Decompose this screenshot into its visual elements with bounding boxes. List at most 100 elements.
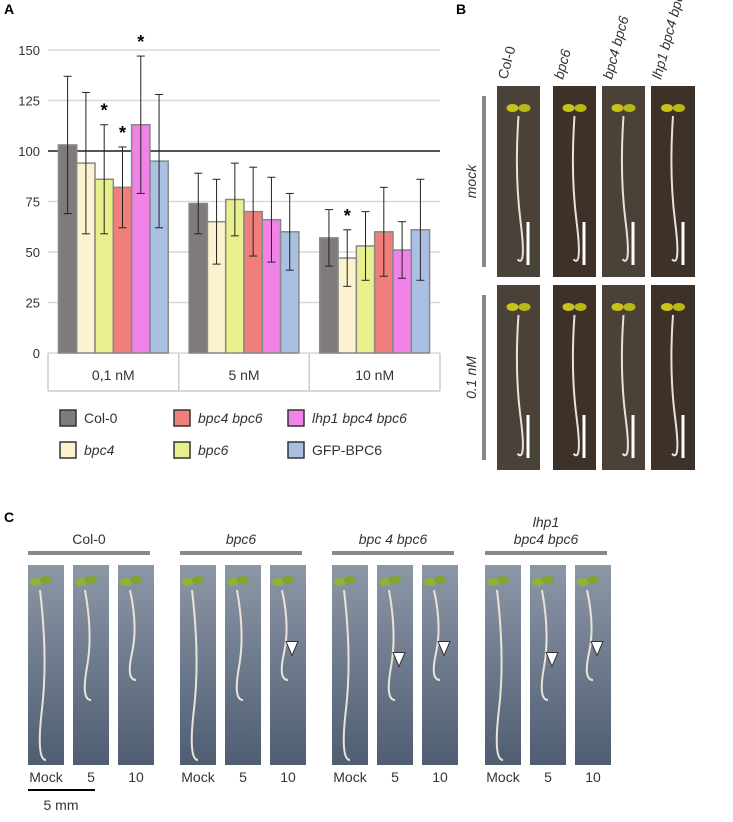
cotyledon: [434, 576, 446, 584]
cotyledon: [623, 303, 636, 311]
root: [432, 589, 441, 681]
y-tick-label: 100: [18, 144, 40, 159]
cotyledon: [532, 578, 544, 586]
group-label: bpc 4 bpc6: [359, 531, 428, 547]
error-bar: [81, 91, 90, 235]
cotyledon: [562, 104, 575, 112]
cotyledon: [497, 576, 509, 584]
error-bar: [136, 55, 145, 194]
arrowhead: [392, 652, 406, 668]
photo: [575, 565, 611, 765]
photo: [73, 565, 109, 765]
cotyledon: [130, 576, 142, 584]
condition-label: 5: [391, 769, 399, 785]
error-bar: [230, 162, 239, 237]
photo: [377, 565, 413, 765]
root: [235, 589, 244, 701]
panel-label: A: [4, 1, 14, 17]
legend-label: bpc4 bpc6: [198, 410, 263, 426]
group-label: bpc6: [226, 531, 257, 547]
x-tick-label: 0,1 nM: [92, 367, 135, 383]
x-tick-label: 5 nM: [228, 367, 259, 383]
root: [83, 589, 92, 701]
error-bar: [398, 221, 407, 279]
cotyledon: [227, 578, 239, 586]
y-tick-label: 75: [26, 195, 40, 210]
photo: [553, 285, 596, 470]
cotyledon: [577, 578, 589, 586]
photo: [497, 86, 540, 277]
condition-label: Mock: [486, 769, 520, 785]
error-bar: [324, 209, 333, 267]
y-tick-label: 50: [26, 245, 40, 260]
cotyledon: [542, 576, 554, 584]
legend-label: bpc4: [84, 442, 115, 458]
legend-swatch: [59, 441, 77, 459]
root: [670, 115, 679, 262]
legend-label: Col-0: [84, 410, 118, 426]
cotyledon: [282, 576, 294, 584]
photo: [602, 86, 645, 277]
significance-mark: *: [101, 101, 108, 121]
error-bar: [194, 172, 203, 235]
y-tick-label: 125: [18, 94, 40, 109]
cotyledon: [611, 303, 624, 311]
condition-label: 5: [87, 769, 95, 785]
root: [515, 314, 524, 457]
cotyledon: [379, 578, 391, 586]
row-label: 0.1 nM: [463, 356, 479, 399]
root: [38, 589, 47, 761]
root: [585, 589, 594, 681]
error-bar: [379, 186, 388, 277]
group-label: lhp1: [533, 514, 559, 530]
error-bar: [63, 75, 72, 215]
condition-label: 5: [544, 769, 552, 785]
cotyledon: [40, 576, 52, 584]
photo: [225, 565, 261, 765]
photo: [332, 565, 368, 765]
root: [620, 115, 629, 262]
cotyledon: [506, 104, 519, 112]
cotyledon: [562, 303, 575, 311]
root: [190, 589, 199, 761]
legend-swatch: [173, 409, 191, 427]
cotyledon: [85, 576, 97, 584]
error-bar: [249, 166, 258, 257]
significance-mark: *: [137, 32, 144, 52]
condition-label: Mock: [181, 769, 215, 785]
cotyledon: [673, 104, 685, 112]
condition-label: Mock: [29, 769, 63, 785]
column-label: lhp1 bpc4 bpc6: [648, 0, 688, 81]
cotyledon: [506, 303, 519, 311]
column-label: Col-0: [494, 44, 518, 81]
y-tick-label: 0: [33, 346, 40, 361]
photo: [651, 285, 695, 470]
photo: [602, 285, 645, 470]
error-bar: [361, 211, 370, 281]
cotyledon: [587, 576, 599, 584]
root: [128, 589, 137, 681]
cotyledon: [344, 576, 356, 584]
cotyledon: [120, 578, 132, 586]
photo: [180, 565, 216, 765]
error-bar: [285, 192, 294, 271]
root: [571, 314, 580, 457]
x-tick-label: 10 nM: [355, 367, 394, 383]
condition-label: Mock: [333, 769, 367, 785]
cotyledon: [661, 303, 673, 311]
cotyledon: [611, 104, 624, 112]
error-bar: [343, 229, 352, 287]
error-bar: [212, 178, 221, 265]
photo: [28, 565, 64, 765]
column-label: bpc6: [550, 47, 573, 81]
photo: [497, 285, 540, 470]
condition-label: 10: [432, 769, 448, 785]
arrowhead: [590, 641, 604, 657]
error-bar: [267, 176, 276, 263]
group-label: Col-0: [72, 531, 106, 547]
cotyledon: [424, 578, 436, 586]
column-label: bpc4 bpc6: [599, 14, 631, 81]
cotyledon: [334, 578, 346, 586]
panel-label: B: [456, 1, 466, 17]
